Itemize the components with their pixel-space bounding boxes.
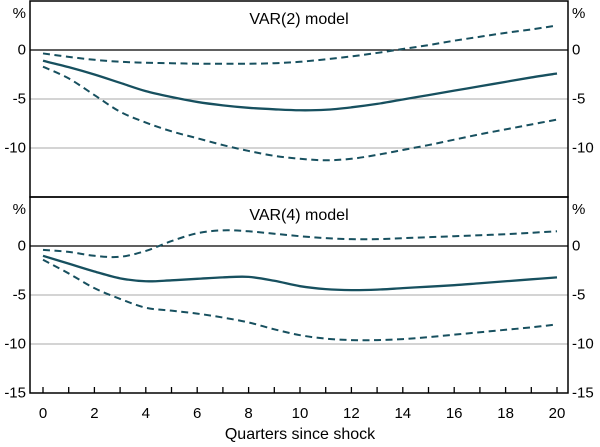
lower-confidence-band-line <box>42 65 558 162</box>
y-tick-label-right: 0 <box>572 42 580 59</box>
panel-title: VAR(2) model <box>249 11 348 28</box>
y-tick-label-left: -15 <box>4 385 26 402</box>
lower-confidence-band-line <box>42 258 558 342</box>
percent-label-right: % <box>572 5 585 22</box>
y-tick-label-left: -5 <box>13 287 26 304</box>
y-tick-label-right: 0 <box>572 238 580 255</box>
y-tick-label-right: -10 <box>572 140 594 157</box>
x-axis-title: Quarters since shock <box>225 426 376 443</box>
x-tick-label: 20 <box>549 405 566 422</box>
x-tick-label: 14 <box>394 405 411 422</box>
y-tick-label-right: -5 <box>572 91 585 108</box>
percent-label-right: % <box>572 201 585 218</box>
panel-title: VAR(4) model <box>249 207 348 224</box>
y-tick-label-right: -5 <box>572 287 585 304</box>
x-tick-label: 10 <box>292 405 309 422</box>
y-tick-label-right: -15 <box>572 385 594 402</box>
x-tick-label: 4 <box>142 405 150 422</box>
x-tick-label: 12 <box>343 405 360 422</box>
percent-label-left: % <box>13 201 26 218</box>
y-tick-label-right: -10 <box>572 336 594 353</box>
percent-label-left: % <box>13 5 26 22</box>
x-tick-label: 8 <box>244 405 252 422</box>
x-tick-label: 18 <box>497 405 514 422</box>
y-tick-label-left: 0 <box>18 238 26 255</box>
panel-border <box>29 196 569 394</box>
upper-confidence-band-line <box>42 24 558 65</box>
y-tick-label-left: -10 <box>4 140 26 157</box>
x-tick-label: 0 <box>39 405 47 422</box>
point-estimate-line <box>42 254 558 292</box>
y-tick-label-left: -5 <box>13 91 26 108</box>
x-tick-label: 6 <box>193 405 201 422</box>
y-tick-label-left: 0 <box>18 42 26 59</box>
upper-confidence-band-line <box>42 229 558 259</box>
x-tick-label: 2 <box>90 405 98 422</box>
y-tick-label-left: -10 <box>4 336 26 353</box>
x-tick-label: 16 <box>446 405 463 422</box>
point-estimate-line <box>42 59 558 112</box>
